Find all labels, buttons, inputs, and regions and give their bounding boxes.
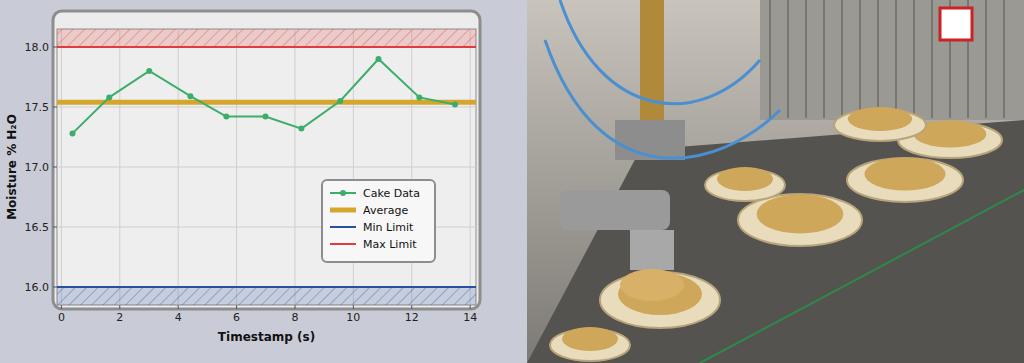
y-grid-line <box>57 107 476 108</box>
legend: Cake Data Average Min Limit Max Limit <box>322 180 435 262</box>
x-tick-label: 12 <box>405 311 419 324</box>
page: 0 2 4 6 8 10 12 14 16.0 16.5 17.0 17.5 18.0 Timestamp… <box>0 0 1024 363</box>
data-point <box>187 93 193 99</box>
x-tick-label: 6 <box>233 311 240 324</box>
x-axis-title: Timestamp (s) <box>218 330 315 344</box>
nozzle-block <box>615 120 685 160</box>
legend-swatch <box>330 208 356 213</box>
x-tick-label: 10 <box>346 311 360 324</box>
data-point <box>337 98 343 104</box>
photo-bg <box>527 0 1024 363</box>
legend-label: Cake Data <box>363 187 420 200</box>
y-tick <box>53 287 57 288</box>
y-axis-title: Moisture % H₂O <box>5 114 19 220</box>
series-line <box>72 59 455 133</box>
pie-filling <box>864 158 945 191</box>
pie-filling <box>717 167 773 191</box>
y-tick-label: 16.0 <box>25 281 50 294</box>
x-tick-label: 14 <box>463 311 477 324</box>
x-tick-label: 0 <box>58 311 65 324</box>
air-hose <box>560 0 760 104</box>
x-tick <box>236 305 237 309</box>
data-point <box>223 114 229 120</box>
y-tick-label: 16.5 <box>25 221 50 234</box>
guard-bar <box>769 0 771 118</box>
guard-bar <box>931 0 933 118</box>
guard-bar <box>823 0 825 118</box>
x-tick <box>119 305 120 309</box>
reference-line <box>57 100 476 105</box>
reference-line <box>57 286 476 288</box>
limit-band <box>57 29 476 47</box>
pie-filling <box>848 107 912 131</box>
y-tick <box>53 107 57 108</box>
legend-label: Average <box>363 204 408 217</box>
reference-line <box>57 46 476 48</box>
data-point <box>452 102 458 108</box>
x-tick-label: 4 <box>175 311 182 324</box>
y-grid-line <box>57 47 476 48</box>
pie-tin <box>738 194 862 246</box>
photo <box>527 0 1024 363</box>
legend-marker <box>340 190 346 196</box>
plot-frame <box>57 29 476 305</box>
x-tick <box>294 305 295 309</box>
data-point <box>146 68 152 74</box>
y-tick <box>53 47 57 48</box>
y-tick-label: 17.5 <box>25 101 50 114</box>
conveyor-stripe <box>700 190 1024 363</box>
x-tick <box>353 305 354 309</box>
x-tick <box>470 305 471 309</box>
chart-panel-bg <box>0 0 527 363</box>
guard-bar <box>1003 0 1005 118</box>
machine-guard <box>760 0 1024 120</box>
y-tick-label: 17.0 <box>25 161 50 174</box>
y-grid-line <box>57 287 476 288</box>
guard-bar <box>841 0 843 118</box>
legend-box <box>322 180 435 262</box>
canvas: 0 2 4 6 8 10 12 14 16.0 16.5 17.0 17.5 18.0 Timestamp… <box>0 0 1024 363</box>
limit-band <box>57 287 476 305</box>
deposit <box>620 269 684 301</box>
pie-filling <box>562 327 618 351</box>
data-point <box>416 94 422 100</box>
warning-sign <box>940 8 972 40</box>
air-hose <box>545 40 780 158</box>
chart-card <box>53 11 480 309</box>
legend-label: Min Limit <box>363 221 414 234</box>
x-tick-label: 8 <box>291 311 298 324</box>
data-point <box>106 94 112 100</box>
y-tick-label: 18.0 <box>25 41 50 54</box>
grid <box>53 29 476 309</box>
y-grid-line <box>57 167 476 168</box>
pie-tin <box>847 158 963 202</box>
guard-bar <box>985 0 987 118</box>
data-point <box>262 114 268 120</box>
data-point <box>69 130 75 136</box>
data-point <box>298 126 304 132</box>
legend-swatch <box>330 243 356 245</box>
guard-bar <box>877 0 879 118</box>
legend-label: Max Limit <box>363 238 417 251</box>
nozzle-arm <box>560 190 670 230</box>
x-tick <box>178 305 179 309</box>
data-point <box>375 56 381 62</box>
guard-bar <box>895 0 897 118</box>
guard-bar <box>859 0 861 118</box>
nozzle-head <box>630 230 674 270</box>
pie-filling <box>757 195 844 234</box>
guard-bar <box>787 0 789 118</box>
y-tick <box>53 167 57 168</box>
legend-swatch <box>330 226 356 228</box>
x-tick-label: 2 <box>116 311 123 324</box>
y-tick <box>53 227 57 228</box>
plot-data <box>57 29 476 305</box>
guard-bar <box>913 0 915 118</box>
guard-bar <box>805 0 807 118</box>
x-tick <box>411 305 412 309</box>
conveyor <box>527 120 1024 363</box>
x-tick <box>61 305 62 309</box>
